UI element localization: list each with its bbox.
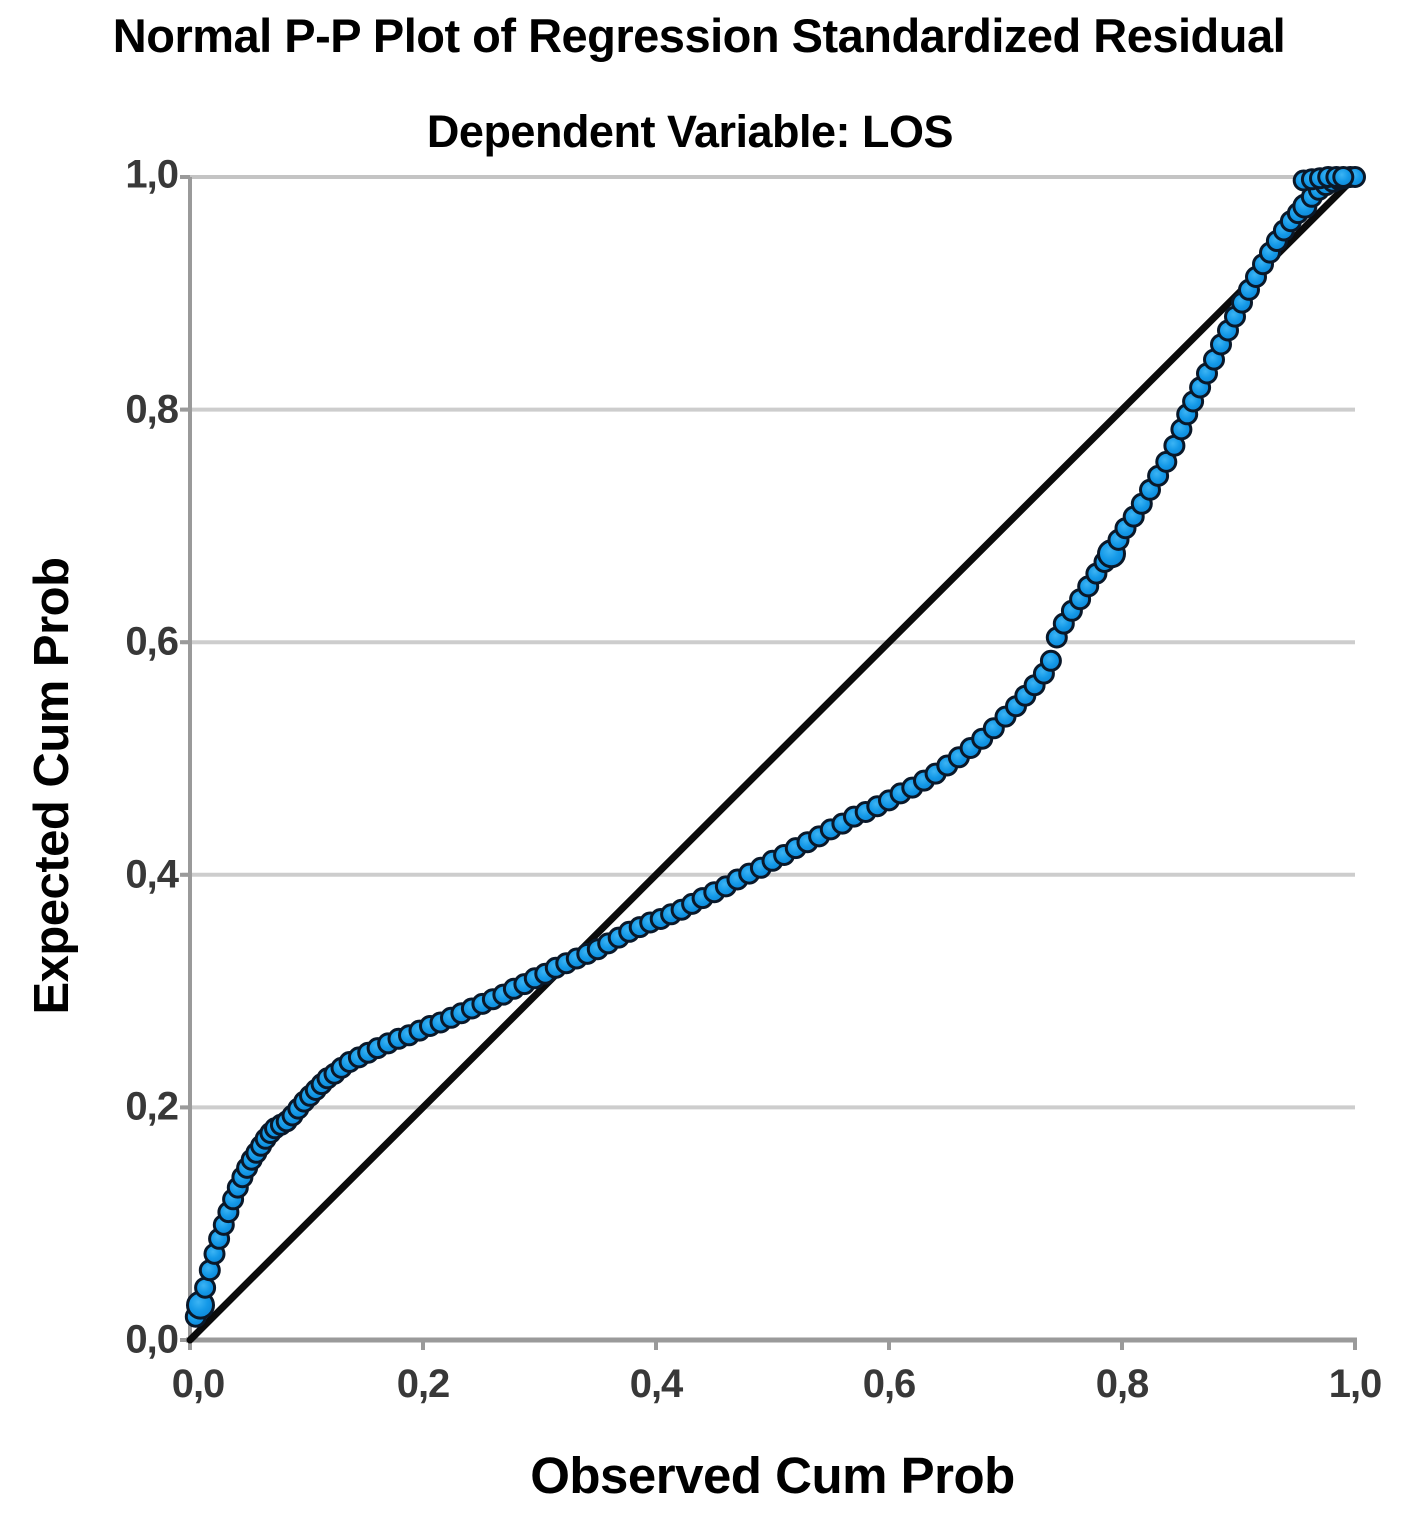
x-tick-label: 0,2 [396,1362,451,1406]
diagonal-line [186,173,1359,1344]
gridlines [182,175,1355,1110]
diagonal-reference-line [186,173,1359,1344]
y-tick-label: 0,4 [125,852,179,897]
x-tick-label: 0,8 [1095,1362,1150,1406]
y-tick-label: 0,6 [125,619,179,664]
chart-subtitle: Dependent Variable: LOS [426,106,954,157]
data-point [194,1276,217,1299]
chart-title: Normal P-P Plot of Regression Standardiz… [112,9,1286,62]
data-point [1332,166,1355,188]
x-tick-label: 1,0 [1328,1362,1383,1406]
y-tick-label: 0,0 [125,1317,179,1362]
y-tick-label: 0,2 [125,1084,179,1129]
y-tick-label: 1,0 [125,152,179,197]
x-tick-label: 0,0 [171,1362,226,1406]
data-point [1039,649,1062,672]
y-tick-label: 0,8 [125,387,179,432]
x-tick-label: 0,6 [862,1362,917,1406]
data-points [184,166,1366,1328]
x-axis-title: Observed Cum Prob [530,1447,1015,1504]
x-tick-label: 0,4 [629,1362,684,1406]
